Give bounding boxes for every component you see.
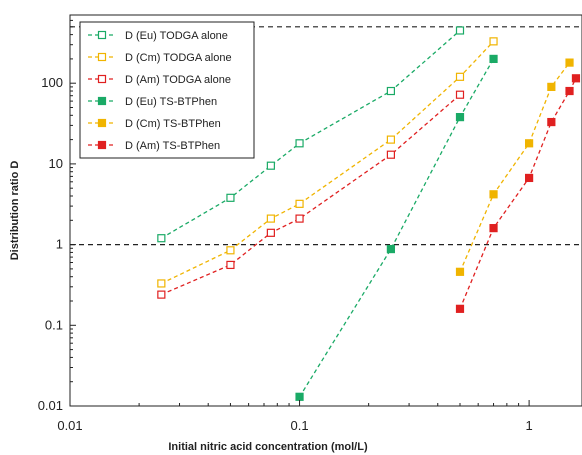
data-point bbox=[226, 246, 235, 255]
data-point bbox=[386, 244, 395, 254]
data-point bbox=[571, 74, 581, 83]
series-line bbox=[459, 78, 577, 310]
data-point bbox=[295, 214, 304, 223]
legend-box bbox=[79, 21, 255, 159]
data-point bbox=[565, 86, 574, 96]
series-layer bbox=[157, 26, 581, 401]
x-tick-label: 1 bbox=[525, 418, 532, 433]
series-line bbox=[459, 62, 571, 273]
data-point bbox=[547, 82, 556, 91]
series-line bbox=[161, 94, 461, 296]
legend: D (Eu) TODGA alone D (Cm) TODGA alone D (A… bbox=[79, 21, 255, 159]
data-point bbox=[266, 214, 275, 223]
legend-label: D (Eu) TODGA alone bbox=[125, 30, 228, 42]
data-point bbox=[157, 290, 166, 299]
series-3 bbox=[295, 54, 498, 401]
series-0 bbox=[157, 26, 465, 243]
data-point bbox=[455, 113, 465, 122]
data-point bbox=[455, 304, 465, 313]
legend-label: D (Am) TODGA alone bbox=[125, 74, 231, 86]
x-tick-label: 0.01 bbox=[57, 418, 82, 433]
data-point bbox=[295, 392, 304, 401]
legend-swatch-marker bbox=[97, 30, 107, 40]
legend-swatch-marker bbox=[97, 118, 107, 128]
axis-ticks: 0.01 0.1 1 10 100 0.01 0.1 1 bbox=[38, 14, 533, 433]
data-point bbox=[489, 54, 498, 64]
data-point bbox=[295, 139, 304, 148]
series-2 bbox=[157, 90, 465, 299]
y-tick-label: 10 bbox=[49, 156, 63, 171]
legend-label: D (Eu) TS-BTPhen bbox=[125, 96, 217, 108]
x-tick-label: 0.1 bbox=[291, 418, 309, 433]
data-point bbox=[386, 86, 395, 96]
data-point bbox=[489, 190, 498, 199]
data-point bbox=[565, 58, 574, 67]
data-point bbox=[489, 37, 498, 46]
legend-swatch-marker bbox=[97, 96, 107, 106]
series-4 bbox=[455, 58, 574, 276]
data-point bbox=[157, 279, 166, 288]
legend-item: D (Eu) TS-BTPhen bbox=[88, 96, 217, 108]
legend-label: D (Am) TS-BTPhen bbox=[125, 140, 220, 152]
data-point bbox=[386, 150, 395, 159]
y-tick-label: 0.01 bbox=[38, 398, 63, 413]
data-point bbox=[455, 72, 465, 81]
series-line bbox=[160, 30, 461, 239]
y-tick-label: 100 bbox=[41, 75, 63, 90]
data-point bbox=[455, 90, 465, 99]
data-point bbox=[226, 193, 235, 202]
series-5 bbox=[455, 74, 581, 313]
legend-item: D (Am) TS-BTPhen bbox=[88, 140, 220, 152]
legend-label: D (Cm) TS-BTPhen bbox=[125, 118, 221, 130]
data-point bbox=[525, 173, 534, 183]
series-line bbox=[299, 58, 495, 398]
data-point bbox=[455, 26, 465, 35]
legend-swatch-marker bbox=[97, 52, 107, 62]
plot-area-frame bbox=[69, 14, 582, 407]
legend-item: D (Cm) TS-BTPhen bbox=[88, 118, 221, 130]
data-point bbox=[386, 135, 395, 144]
data-point bbox=[489, 224, 498, 233]
legend-item: D (Am) TODGA alone bbox=[88, 74, 231, 86]
y-axis-label: Distribution ratio D bbox=[9, 161, 21, 261]
series-1 bbox=[157, 37, 498, 288]
data-point bbox=[266, 228, 275, 237]
data-point bbox=[226, 260, 235, 270]
data-point bbox=[525, 139, 534, 148]
data-point bbox=[547, 117, 556, 127]
data-point bbox=[455, 267, 465, 276]
legend-swatch-marker bbox=[97, 140, 107, 150]
legend-swatch-marker bbox=[97, 74, 107, 84]
data-point bbox=[157, 234, 166, 243]
legend-item: D (Cm) TODGA alone bbox=[88, 52, 232, 64]
x-axis-label: Initial nitric acid concentration (mol/L… bbox=[168, 441, 368, 453]
legend-label: D (Cm) TODGA alone bbox=[125, 52, 232, 64]
y-tick-label: 1 bbox=[56, 237, 63, 252]
data-point bbox=[295, 199, 304, 208]
y-tick-label: 0.1 bbox=[45, 317, 63, 332]
legend-item: D (Eu) TODGA alone bbox=[88, 30, 228, 42]
data-point bbox=[266, 161, 275, 170]
